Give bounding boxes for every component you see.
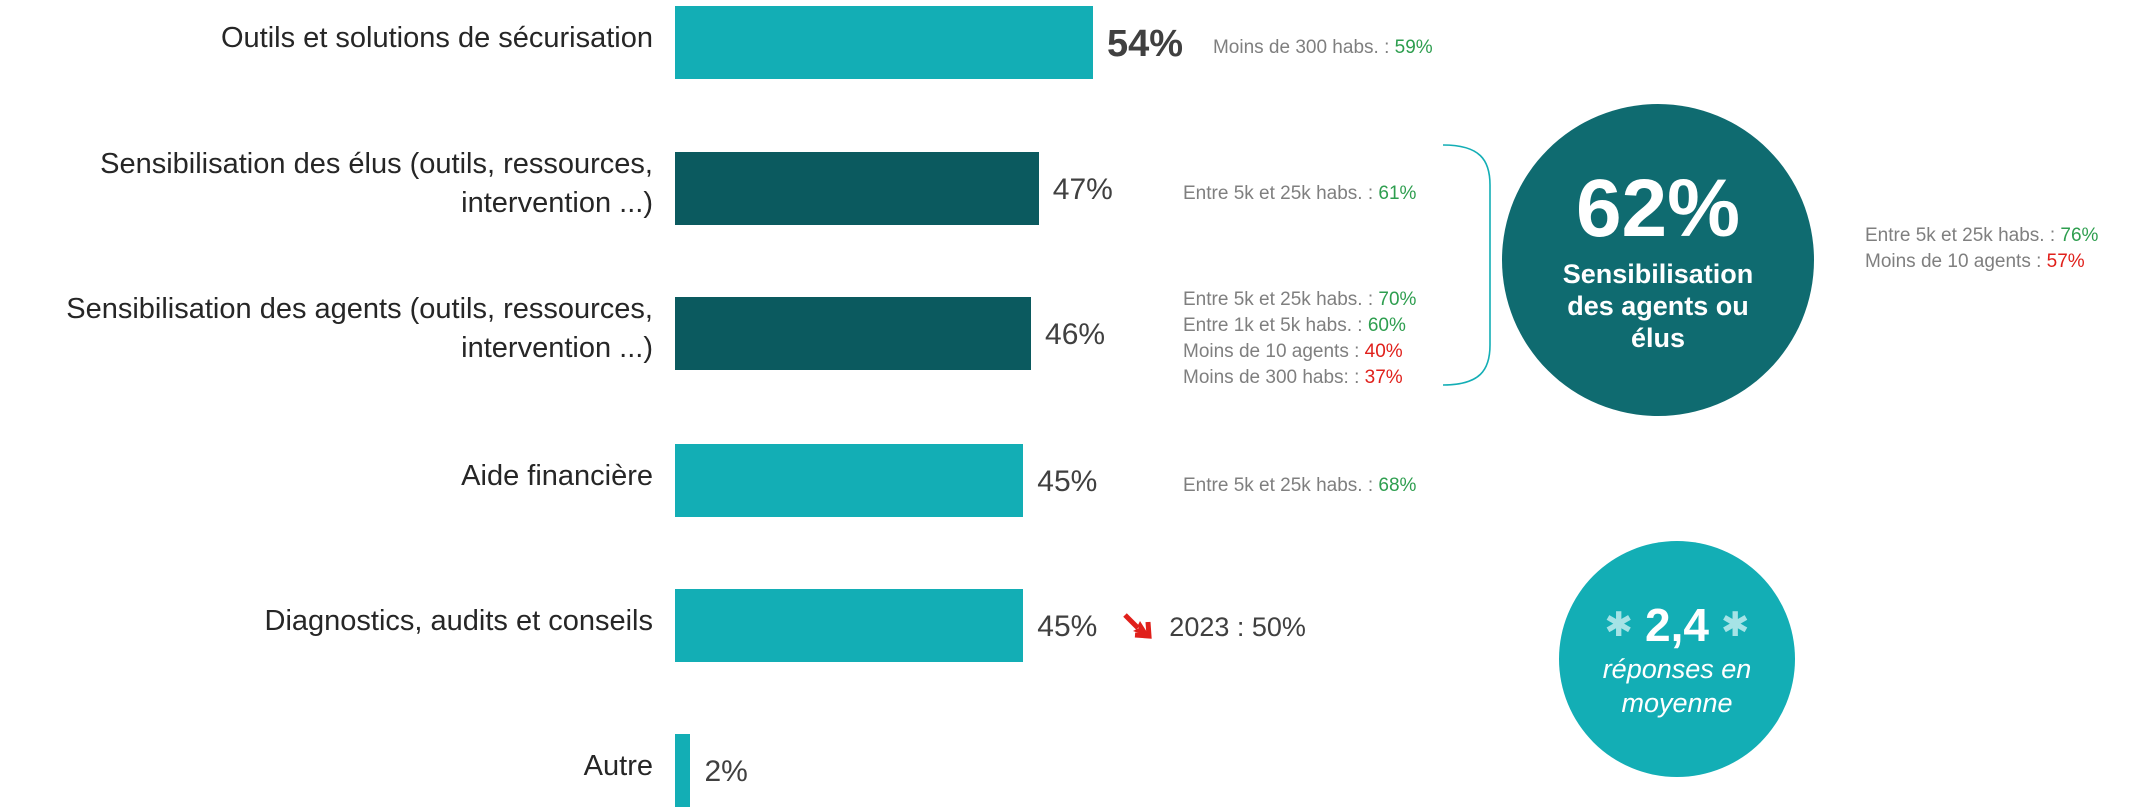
note: Moins de 10 agents : 57%	[1865, 249, 2085, 275]
average-value: 2,4	[1645, 599, 1709, 651]
value-label: 54%	[1106, 22, 1184, 65]
note: Entre 5k et 25k habs. : 70%	[1183, 287, 1416, 313]
note-value: 68%	[1378, 475, 1417, 496]
note-label: Entre 1k et 5k habs. :	[1183, 315, 1368, 336]
trend-arrow	[1123, 613, 1152, 639]
asterisk: ✱	[1720, 606, 1750, 644]
note-value: 76%	[2060, 225, 2099, 246]
average-circle: ✱ 2,4 ✱ réponses en moyenne	[1559, 541, 1795, 777]
asterisk: ✱	[1604, 606, 1634, 644]
note: Moins de 300 habs: : 37%	[1183, 365, 1403, 391]
note: Entre 1k et 5k habs. : 60%	[1183, 313, 1406, 339]
note-label: Moins de 10 agents :	[1183, 341, 1365, 362]
note-label: Entre 5k et 25k habs. :	[1183, 475, 1379, 496]
note: Entre 5k et 25k habs. : 68%	[1183, 473, 1416, 499]
note-value: 59%	[1394, 37, 1433, 58]
bar	[675, 733, 691, 807]
note-label: Entre 5k et 25k habs. :	[1865, 225, 2061, 246]
bar	[675, 588, 1024, 662]
note-label: Moins de 300 habs. :	[1212, 37, 1395, 58]
note: Entre 5k et 25k habs. : 61%	[1183, 181, 1416, 207]
note-value: 70%	[1378, 289, 1417, 310]
category-label: Aide financière	[461, 459, 653, 492]
note-label: Entre 5k et 25k habs. :	[1183, 289, 1379, 310]
highlight-value: 62%	[1575, 163, 1741, 254]
category-label: Diagnostics, audits et conseils	[264, 604, 653, 637]
trend-label: 2023 : 50%	[1169, 611, 1306, 642]
category-label: Sensibilisation des élus (outils, ressou…	[100, 148, 653, 219]
category-label: Sensibilisation des agents (outils, ress…	[66, 293, 653, 364]
bar	[675, 151, 1039, 225]
value-label: 45%	[1037, 465, 1098, 498]
bar	[675, 5, 1093, 79]
note-value: 37%	[1364, 367, 1403, 388]
note-value: 40%	[1364, 341, 1403, 362]
category-label: Outils et solutions de sécurisation	[221, 21, 653, 54]
highlight-circle: 62% Sensibilisation des agents ou élus	[1502, 104, 1814, 416]
bar	[675, 296, 1032, 370]
note-value: 61%	[1378, 183, 1417, 204]
average-text: réponses en moyenne	[1602, 654, 1752, 718]
note-label: Entre 5k et 25k habs. :	[1183, 183, 1379, 204]
value-label: 45%	[1037, 610, 1098, 643]
note-label: Moins de 10 agents :	[1865, 251, 2047, 272]
note-value: 60%	[1367, 315, 1406, 336]
note: Entre 5k et 25k habs. : 76%	[1865, 223, 2098, 249]
note-value: 57%	[2046, 251, 2085, 272]
value-label: 2%	[704, 755, 748, 788]
value-label: 47%	[1052, 173, 1113, 206]
note: Moins de 300 habs. : 59%	[1213, 35, 1433, 61]
bar	[675, 443, 1024, 517]
bracket	[1442, 144, 1491, 386]
category-label: Autre	[583, 749, 653, 782]
highlight-text: Sensibilisation des agents ou élus	[1562, 259, 1754, 353]
value-label: 46%	[1045, 318, 1106, 351]
note: Moins de 10 agents : 40%	[1183, 339, 1403, 365]
note-label: Moins de 300 habs: :	[1183, 367, 1365, 388]
